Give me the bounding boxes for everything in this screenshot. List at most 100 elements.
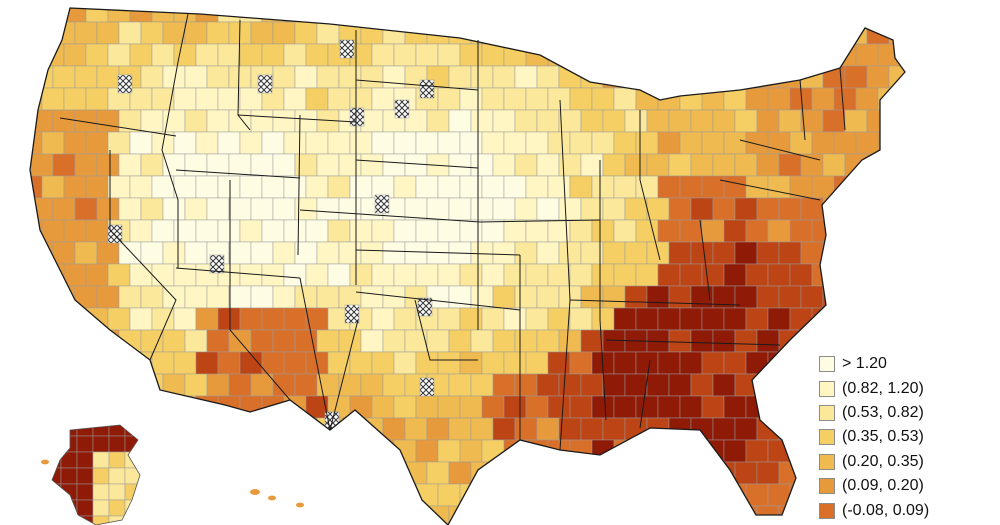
commuting-zone	[558, 109, 582, 133]
no-data-zone	[417, 297, 433, 317]
commuting-zone	[470, 153, 494, 177]
commuting-zone	[767, 175, 791, 199]
commuting-zone	[569, 263, 593, 287]
hawaii-island	[250, 489, 260, 495]
alaska-zone	[52, 483, 62, 501]
commuting-zone	[679, 8, 703, 23]
commuting-zone	[558, 21, 582, 45]
commuting-zone	[96, 21, 120, 45]
commuting-zone	[657, 483, 681, 507]
commuting-zone	[217, 483, 241, 507]
commuting-zone	[437, 263, 461, 287]
commuting-zone	[272, 285, 296, 309]
commuting-zone	[140, 373, 164, 397]
commuting-zone	[107, 351, 131, 375]
commuting-zone	[514, 197, 538, 221]
commuting-zone	[481, 219, 505, 243]
commuting-zone	[492, 197, 516, 221]
commuting-zone	[679, 43, 703, 67]
commuting-zone	[536, 505, 560, 525]
commuting-zone	[118, 21, 142, 45]
commuting-zone	[338, 241, 362, 265]
commuting-zone	[701, 263, 725, 287]
commuting-zone	[63, 307, 87, 331]
commuting-zone	[63, 43, 87, 67]
commuting-zone	[173, 307, 197, 331]
commuting-zone	[679, 483, 703, 507]
commuting-zone	[877, 8, 901, 23]
commuting-zone	[294, 505, 318, 525]
commuting-zone	[635, 439, 659, 463]
commuting-zone	[723, 219, 747, 243]
commuting-zone	[195, 43, 219, 67]
commuting-zone	[712, 21, 736, 45]
commuting-zone	[459, 43, 483, 67]
commuting-zone	[492, 241, 516, 265]
commuting-zone	[173, 219, 197, 243]
commuting-zone	[558, 153, 582, 177]
commuting-zone	[173, 395, 197, 419]
commuting-zone	[899, 131, 905, 155]
commuting-zone	[448, 197, 472, 221]
commuting-zone	[415, 175, 439, 199]
commuting-zone	[855, 87, 879, 111]
commuting-zone	[591, 43, 615, 67]
commuting-zone	[679, 131, 703, 155]
commuting-zone	[448, 329, 472, 353]
commuting-zone	[261, 439, 285, 463]
commuting-zone	[734, 109, 758, 133]
commuting-zone	[173, 175, 197, 199]
hawaii-island	[41, 459, 49, 465]
commuting-zone	[844, 197, 868, 221]
alaska-zone	[108, 467, 126, 485]
commuting-zone	[536, 373, 560, 397]
alaska-zone	[60, 425, 78, 437]
alaska-zone	[76, 435, 94, 453]
commuting-zone	[41, 263, 65, 287]
commuting-zone	[371, 263, 395, 287]
commuting-zone	[492, 373, 516, 397]
commuting-zone	[503, 395, 527, 419]
commuting-zone	[239, 175, 263, 199]
commuting-zone	[712, 65, 736, 89]
commuting-zone	[140, 153, 164, 177]
commuting-zone	[514, 329, 538, 353]
commuting-zone	[349, 439, 373, 463]
commuting-zone	[690, 21, 714, 45]
commuting-zone	[602, 373, 626, 397]
commuting-zone	[657, 8, 681, 23]
commuting-zone	[426, 461, 450, 485]
commuting-zone	[283, 219, 307, 243]
alaska-zone	[52, 435, 62, 453]
commuting-zone	[789, 483, 813, 507]
commuting-zone	[624, 153, 648, 177]
state-border-line	[479, 219, 601, 223]
commuting-zone	[833, 8, 857, 23]
commuting-zone	[52, 65, 76, 89]
commuting-zone	[745, 131, 769, 155]
commuting-zone	[437, 8, 461, 23]
commuting-zone	[404, 241, 428, 265]
commuting-zone	[800, 285, 824, 309]
commuting-zone	[228, 285, 252, 309]
commuting-zone	[151, 8, 175, 23]
commuting-zone	[624, 65, 648, 89]
commuting-zone	[294, 373, 318, 397]
commuting-zone	[140, 285, 164, 309]
commuting-zone	[734, 505, 758, 525]
alaska-zone	[60, 467, 78, 485]
commuting-zone	[745, 351, 769, 375]
commuting-zone	[371, 219, 395, 243]
commuting-zone	[525, 175, 549, 199]
commuting-zone	[283, 483, 307, 507]
commuting-zone	[327, 439, 351, 463]
commuting-zone	[195, 87, 219, 111]
commuting-zone	[866, 329, 890, 353]
commuting-zone	[536, 285, 560, 309]
legend-item: > 1.20	[819, 352, 994, 376]
legend-item: (0.35, 0.53)	[819, 425, 994, 449]
commuting-zone	[767, 8, 791, 23]
commuting-zone	[404, 505, 428, 525]
commuting-zone	[184, 329, 208, 353]
commuting-zone	[778, 153, 802, 177]
